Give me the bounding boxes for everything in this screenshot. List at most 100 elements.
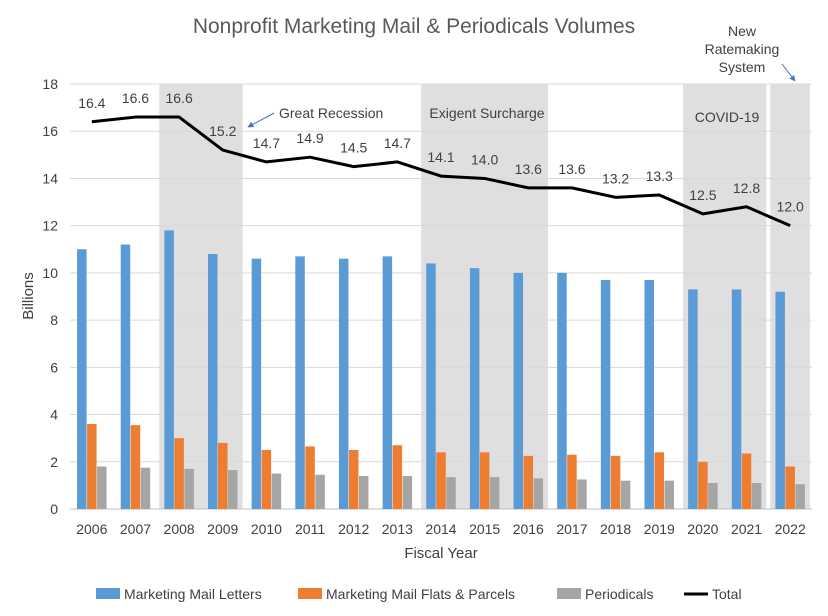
y-tick-label: 4 [50, 407, 58, 423]
total-data-label: 14.9 [296, 130, 323, 146]
bar-marketing-mail-letters-2021 [731, 289, 742, 509]
total-data-label: 16.6 [122, 90, 149, 106]
legend-label: Marketing Mail Flats & Parcels [326, 586, 515, 602]
total-data-label: 16.6 [165, 90, 192, 106]
x-tick-label: 2012 [338, 521, 369, 537]
y-tick-label: 14 [42, 170, 58, 186]
y-tick-label: 10 [42, 265, 58, 281]
bar-marketing-mail-flats-parcels-2016 [523, 455, 534, 509]
bar-periodicals-2017 [577, 479, 587, 509]
x-tick-label: 2020 [687, 521, 718, 537]
y-tick-label: 0 [50, 501, 58, 517]
annotation-new-ratemaking-system: Ratemaking [705, 41, 780, 57]
y-tick-label: 12 [42, 218, 58, 234]
bar-marketing-mail-flats-parcels-2017 [567, 454, 577, 509]
bar-marketing-mail-flats-parcels-2007 [130, 425, 141, 509]
bar-periodicals-2019 [664, 480, 674, 509]
total-data-label: 13.6 [515, 161, 542, 177]
bar-marketing-mail-letters-2022 [775, 291, 785, 509]
x-tick-label: 2018 [600, 521, 631, 537]
bar-periodicals-2009 [228, 470, 238, 509]
total-data-label: 12.0 [777, 199, 804, 215]
legend-swatch [298, 588, 322, 599]
bar-marketing-mail-letters-2006 [77, 249, 87, 509]
total-data-label: 13.3 [646, 168, 673, 184]
chart-title: Nonprofit Marketing Mail & Periodicals V… [193, 15, 635, 38]
bar-marketing-mail-letters-2019 [644, 279, 654, 509]
total-data-label: 12.5 [689, 187, 716, 203]
bar-marketing-mail-flats-parcels-2015 [479, 452, 490, 509]
bar-periodicals-2015 [489, 477, 500, 509]
x-tick-label: 2017 [556, 521, 587, 537]
bar-periodicals-2022 [795, 484, 805, 509]
bar-marketing-mail-flats-parcels-2018 [610, 455, 621, 509]
bar-marketing-mail-letters-2008 [164, 230, 174, 509]
y-tick-label: 16 [42, 123, 58, 139]
legend: Marketing Mail Letters Marketing Mail Fla… [96, 586, 742, 602]
bar-marketing-mail-flats-parcels-2020 [698, 461, 708, 509]
x-tick-label: 2016 [513, 521, 544, 537]
legend-label: Marketing Mail Letters [124, 586, 262, 602]
bar-marketing-mail-letters-2018 [600, 279, 611, 509]
total-data-label: 13.6 [558, 161, 585, 177]
x-tick-label: 2015 [469, 521, 500, 537]
annotation-arrow-great-recession [247, 112, 275, 128]
x-tick-label: 2014 [425, 521, 456, 537]
x-tick-label: 2007 [120, 521, 151, 537]
bar-marketing-mail-flats-parcels-2010 [261, 449, 272, 509]
y-tick-label: 6 [50, 359, 58, 375]
total-data-label: 14.5 [340, 140, 367, 156]
bar-periodicals-2006 [97, 466, 107, 509]
x-tick-label: 2013 [382, 521, 413, 537]
bar-marketing-mail-flats-parcels-2013 [392, 445, 403, 509]
x-tick-label: 2008 [164, 521, 195, 537]
x-tick-label: 2011 [295, 521, 325, 537]
bar-marketing-mail-letters-2013 [382, 256, 393, 509]
total-data-label: 14.7 [253, 135, 280, 151]
bar-marketing-mail-letters-2012 [338, 258, 349, 509]
annotation-arrow-new-ratemaking [781, 63, 796, 82]
bar-marketing-mail-flats-parcels-2011 [305, 446, 315, 509]
annotation-exigent-surcharge: Exigent Surcharge [429, 105, 544, 121]
bar-periodicals-2016 [533, 478, 544, 509]
x-tick-label: 2019 [644, 521, 675, 537]
bar-marketing-mail-letters-2014 [426, 263, 436, 509]
total-data-label: 15.2 [209, 123, 236, 139]
annotation-new-ratemaking-system: System [719, 59, 766, 75]
annotation-covid-19: COVID-19 [695, 109, 760, 125]
legend-swatch [557, 588, 581, 599]
bar-marketing-mail-flats-parcels-2009 [218, 442, 228, 509]
x-tick-label: 2006 [76, 521, 107, 537]
legend-label: Periodicals [585, 586, 653, 602]
bar-periodicals-2014 [446, 477, 456, 509]
total-data-label: 14.0 [471, 151, 498, 167]
y-axis-title: Billions [20, 272, 37, 320]
x-tick-label: 2009 [207, 521, 238, 537]
bar-marketing-mail-letters-2015 [469, 268, 480, 509]
bar-periodicals-2010 [271, 473, 282, 509]
bar-periodicals-2013 [402, 475, 413, 509]
annotation-new-ratemaking-system: New [728, 23, 757, 39]
x-tick-label: 2010 [251, 521, 282, 537]
bar-marketing-mail-letters-2007 [120, 244, 131, 510]
bar-periodicals-2008 [184, 468, 194, 509]
bar-periodicals-2012 [358, 475, 369, 509]
total-data-label: 12.8 [733, 180, 760, 196]
bar-marketing-mail-flats-parcels-2008 [174, 438, 184, 509]
bar-marketing-mail-letters-2020 [688, 289, 698, 509]
y-tick-label: 8 [50, 312, 58, 328]
bar-marketing-mail-flats-parcels-2019 [654, 452, 664, 509]
total-data-label: 14.7 [384, 135, 411, 151]
total-data-label: 16.4 [78, 95, 105, 111]
legend-swatch [96, 588, 120, 599]
bar-marketing-mail-letters-2011 [295, 256, 305, 509]
total-data-label: 14.1 [427, 149, 454, 165]
bar-marketing-mail-flats-parcels-2022 [785, 466, 795, 509]
bar-marketing-mail-letters-2009 [208, 254, 218, 509]
bar-marketing-mail-flats-parcels-2012 [348, 449, 359, 509]
legend-label: Total [712, 586, 742, 602]
bar-marketing-mail-flats-parcels-2006 [87, 424, 97, 509]
bar-marketing-mail-letters-2016 [513, 272, 524, 509]
bar-periodicals-2018 [620, 480, 631, 509]
bar-marketing-mail-flats-parcels-2021 [741, 453, 752, 509]
